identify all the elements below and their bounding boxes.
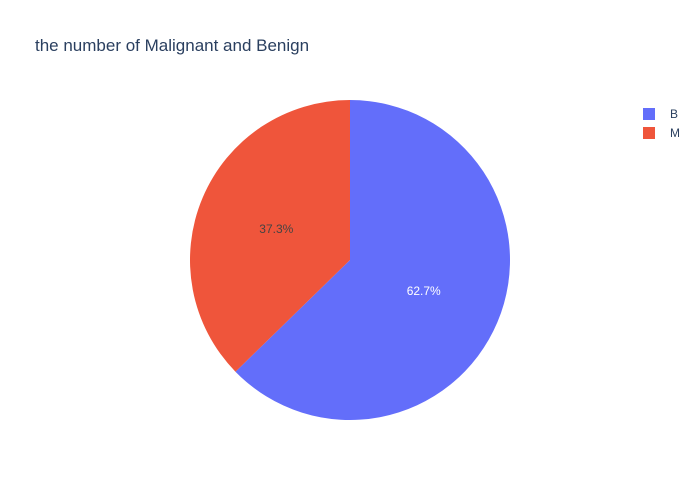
legend-item-b[interactable]: B xyxy=(643,107,678,121)
pie-slice-m[interactable] xyxy=(189,100,350,372)
legend: BM xyxy=(643,107,680,140)
pie-slice-labels: 62.7% 37.3% xyxy=(259,222,441,298)
pie-slices xyxy=(189,100,510,420)
pie-slice-b[interactable] xyxy=(235,100,510,420)
legend-item-m[interactable]: M xyxy=(643,126,680,140)
legend-label-b: B xyxy=(670,107,678,121)
chart-title: the number of Malignant and Benign xyxy=(35,36,309,55)
legend-swatch-m xyxy=(643,127,655,139)
slice-label-b: 62.7% xyxy=(407,284,441,298)
slice-label-m: 37.3% xyxy=(259,222,293,236)
legend-swatch-b xyxy=(643,108,655,120)
legend-label-m: M xyxy=(670,126,680,140)
